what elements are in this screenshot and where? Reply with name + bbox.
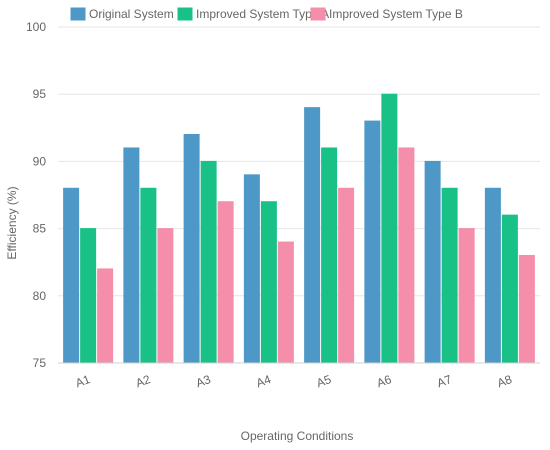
bar-a3-series-2[interactable] <box>200 160 217 364</box>
bar-a7-series-2[interactable] <box>441 187 458 364</box>
legend: Original System Improved System Type A Imp… <box>70 7 463 21</box>
bar-a3-series-1[interactable] <box>183 134 200 364</box>
bar-a4-series-2[interactable] <box>260 201 277 364</box>
bar-a8-series-3[interactable] <box>518 254 535 364</box>
y-tick-label: 75 <box>33 356 47 370</box>
y-tick-label: 85 <box>33 222 47 236</box>
bar-a2-series-3[interactable] <box>157 228 174 364</box>
y-tick-label: 80 <box>33 289 47 303</box>
bar-a1-series-3[interactable] <box>97 268 114 364</box>
bar-a2-series-1[interactable] <box>123 147 140 364</box>
axes: 75 80 85 90 95 100 A1 A2 A3 A4 A5 A6 A7 A8 <box>26 20 540 390</box>
x-tick-label: A4 <box>254 372 273 390</box>
x-axis-label: Operating Conditions <box>241 429 354 443</box>
bar-a8-series-2[interactable] <box>501 214 518 364</box>
legend-item[interactable]: Original System <box>70 7 174 21</box>
legend-label: Original System <box>89 7 174 21</box>
x-tick-label: A5 <box>314 372 333 390</box>
x-tick-label: A3 <box>194 372 213 390</box>
y-axis-label: Efficiency (%) <box>5 186 19 259</box>
bar-a5-series-1[interactable] <box>304 107 321 364</box>
legend-item[interactable]: Improved System Type A <box>177 7 329 21</box>
bar-a4-series-3[interactable] <box>277 241 294 364</box>
bar-a3-series-3[interactable] <box>217 201 234 364</box>
bar-a4-series-1[interactable] <box>243 174 260 364</box>
x-tick-label: A7 <box>435 372 454 390</box>
y-tick-label: 90 <box>33 154 47 168</box>
legend-swatch <box>177 7 193 21</box>
x-tick-label: A8 <box>495 372 514 390</box>
legend-swatch <box>70 7 86 21</box>
bar-a6-series-1[interactable] <box>364 120 381 364</box>
bars <box>63 93 535 364</box>
bar-a5-series-3[interactable] <box>338 187 355 364</box>
legend-label: Improved System Type B <box>329 7 463 21</box>
bar-a1-series-1[interactable] <box>63 187 80 364</box>
legend-swatch <box>310 7 326 21</box>
bar-a7-series-1[interactable] <box>424 160 441 364</box>
bar-a6-series-2[interactable] <box>381 93 398 364</box>
x-tick-label: A1 <box>73 372 92 390</box>
x-tick-label: A2 <box>134 372 153 390</box>
bar-a6-series-3[interactable] <box>398 147 415 364</box>
bar-a2-series-2[interactable] <box>140 187 157 364</box>
legend-label: Improved System Type A <box>196 7 329 21</box>
bar-a5-series-2[interactable] <box>321 147 338 364</box>
y-tick-label: 95 <box>33 87 47 101</box>
x-tick-label: A6 <box>375 372 394 390</box>
bar-a8-series-1[interactable] <box>484 187 501 364</box>
y-tick-label: 100 <box>26 20 46 34</box>
legend-item[interactable]: Improved System Type B <box>310 7 463 21</box>
bar-a1-series-2[interactable] <box>80 228 97 364</box>
bar-a7-series-3[interactable] <box>458 228 475 364</box>
